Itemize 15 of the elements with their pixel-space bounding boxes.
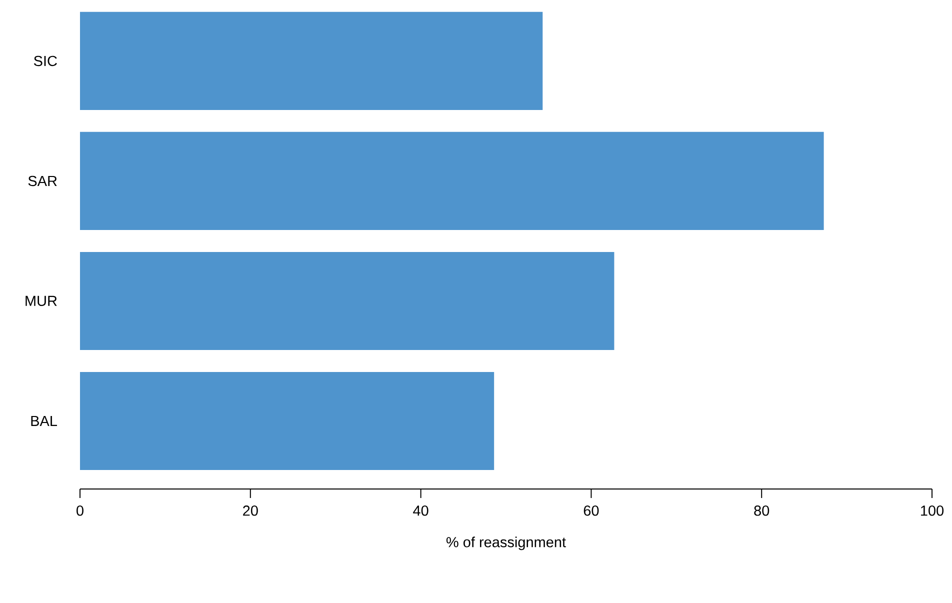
x-tick-label: 80 bbox=[754, 506, 770, 516]
bar bbox=[80, 252, 614, 350]
x-tick-label: 60 bbox=[584, 506, 599, 516]
y-tick-label: BAL bbox=[31, 416, 57, 426]
bar bbox=[80, 132, 824, 230]
bar bbox=[80, 372, 494, 470]
x-tick-label: 20 bbox=[243, 506, 258, 516]
y-tick-label: SIC bbox=[34, 56, 57, 66]
bar bbox=[80, 12, 543, 110]
y-tick-label: SAR bbox=[28, 176, 57, 186]
x-axis-title: % of reassignment bbox=[446, 536, 566, 550]
y-tick-label: MUR bbox=[26, 296, 57, 306]
x-tick-label: 0 bbox=[76, 506, 84, 516]
x-tick-label: 100 bbox=[921, 506, 944, 516]
x-tick-label: 40 bbox=[413, 506, 428, 516]
